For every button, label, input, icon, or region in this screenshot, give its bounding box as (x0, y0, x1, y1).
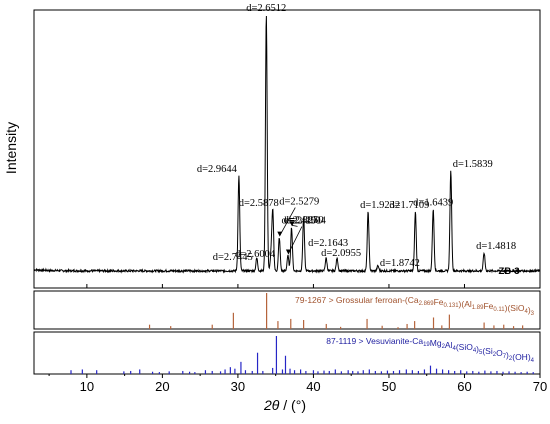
peak-label: d=1.4818 (476, 241, 516, 252)
peak-arrowhead (285, 249, 291, 255)
x-axis-label-unit: / (°) (279, 397, 306, 413)
y-axis-label: Intensity (3, 122, 19, 174)
peak-label: d=2.1643 (308, 238, 348, 249)
x-axis-label-main: 2θ (263, 397, 280, 413)
peak-label: d=2.6512 (246, 3, 286, 14)
peak-arrow (288, 226, 303, 254)
x-axis-label: 2θ / (°) (263, 397, 306, 413)
peak-arrow (291, 224, 298, 227)
peak-label: d=2.4201 (281, 215, 321, 226)
peak-label: d=2.5878 (239, 198, 279, 209)
peak-arrow (279, 207, 296, 236)
peak-label: d=1.9232 (360, 200, 400, 211)
peak-arrowhead (277, 231, 283, 237)
peak-label: d=2.4504 (286, 216, 327, 227)
x-tick-label: 10 (80, 379, 94, 394)
peak-label: d=1.5839 (453, 159, 493, 170)
reference-1-label: 79-1267 > Grossular ferroan-(Ca2.869Fe0.… (295, 295, 535, 317)
reference-2-label: 87-1119 > Vesuvianite-Ca19Mg2Al4(SiO4)5(… (326, 336, 534, 364)
peak-arrowhead (289, 221, 295, 227)
peak-label: d=2.5279 (279, 197, 319, 208)
x-tick-label: 60 (457, 379, 471, 394)
peak-label: d=2.0955 (321, 248, 361, 259)
reference-2-panel-frame (33, 331, 541, 375)
sample-label: ZB-3 (498, 266, 519, 277)
peak-label: d=1.6439 (413, 197, 453, 208)
peak-label: d=2.9644 (197, 164, 238, 175)
x-tick-label: 50 (382, 379, 396, 394)
x-tick-label: 30 (231, 379, 245, 394)
reference-1-panel-frame (33, 290, 541, 330)
peak-label: d=1.7109 (389, 200, 429, 211)
diffraction-pattern-line (33, 16, 541, 274)
peak-label: d=2.3250 (284, 215, 324, 226)
x-tick-label: 70 (533, 379, 547, 394)
peak-label: d=2.7445 (213, 252, 253, 263)
peak-label: d=1.8742 (380, 258, 420, 269)
x-tick-label: 20 (155, 379, 169, 394)
pattern-panel-frame (33, 9, 541, 289)
x-tick-label: 40 (306, 379, 320, 394)
peak-label: d=2.6004 (235, 249, 276, 260)
